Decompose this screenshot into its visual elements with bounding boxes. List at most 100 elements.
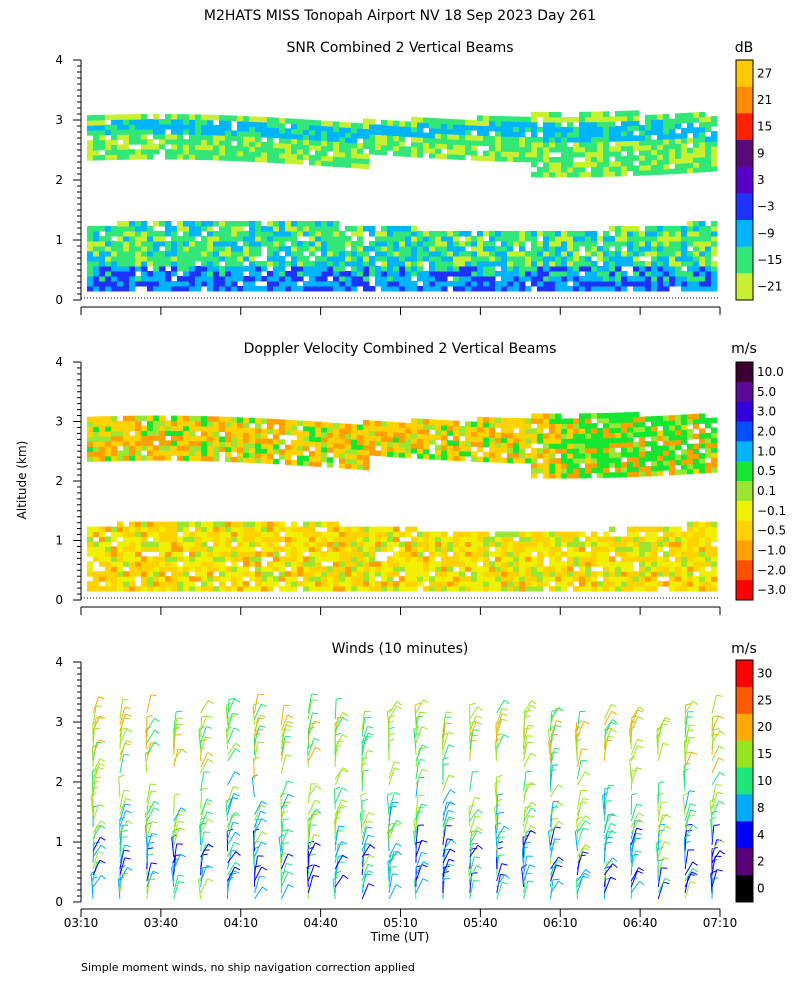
heatmap-cell	[225, 566, 232, 572]
heatmap-cell	[105, 445, 112, 452]
heatmap-cell	[285, 133, 292, 139]
heatmap-cell	[567, 428, 574, 434]
heatmap-cell	[567, 126, 574, 133]
heatmap-cell	[537, 231, 544, 237]
heatmap-cell	[711, 437, 718, 443]
heatmap-cell	[333, 136, 340, 142]
heatmap-cell	[633, 526, 640, 533]
colorbar-swatch	[736, 540, 753, 561]
heatmap-cell	[171, 286, 178, 292]
heatmap-cell	[273, 127, 280, 134]
heatmap-cell	[549, 146, 556, 153]
heatmap-cell	[99, 124, 106, 131]
heatmap-cell	[639, 451, 646, 457]
heatmap-cell	[513, 126, 520, 133]
heatmap-cell	[633, 446, 640, 453]
heatmap-cell	[321, 451, 328, 458]
heatmap-cell	[561, 463, 568, 469]
wind-barb	[252, 831, 255, 852]
heatmap-cell	[189, 251, 196, 257]
heatmap-cell	[237, 526, 244, 533]
heatmap-cell	[585, 556, 592, 562]
wind-barb-flag	[174, 793, 181, 796]
heatmap-cell	[609, 256, 616, 262]
heatmap-cell	[171, 251, 178, 257]
heatmap-cell	[567, 241, 574, 247]
heatmap-cell	[189, 445, 196, 452]
heatmap-cell	[483, 441, 490, 448]
heatmap-cell	[207, 416, 214, 422]
heatmap-cell	[357, 158, 364, 164]
heatmap-cell	[255, 246, 262, 252]
heatmap-cell	[213, 561, 220, 567]
heatmap-cell	[171, 149, 178, 155]
heatmap-cell	[447, 281, 454, 287]
heatmap-cell	[651, 435, 658, 442]
heatmap-cell	[651, 556, 658, 562]
heatmap-cell	[585, 281, 592, 287]
heatmap-cell	[321, 271, 328, 277]
heatmap-cell	[549, 286, 556, 292]
heatmap-cell	[657, 465, 664, 471]
heatmap-cell	[345, 448, 352, 455]
heatmap-cell	[567, 423, 574, 429]
heatmap-cell	[189, 521, 196, 528]
heatmap-cell	[477, 441, 484, 448]
heatmap-cell	[393, 271, 400, 277]
heatmap-cell	[123, 435, 130, 442]
heatmap-cell	[165, 581, 172, 587]
heatmap-cell	[591, 442, 598, 449]
heatmap-cell	[453, 556, 460, 562]
heatmap-cell	[201, 445, 208, 452]
heatmap-cell	[363, 286, 370, 292]
wind-barb-flag	[147, 847, 154, 850]
heatmap-cell	[321, 456, 328, 463]
heatmap-cell	[609, 457, 616, 463]
heatmap-cell	[375, 581, 382, 587]
heatmap-cell	[447, 256, 454, 262]
heatmap-cell	[627, 586, 634, 592]
heatmap-cell	[591, 433, 598, 439]
heatmap-cell	[111, 241, 118, 247]
heatmap-cell	[183, 266, 190, 272]
heatmap-cell	[351, 586, 358, 592]
heatmap-cell	[627, 461, 634, 468]
heatmap-cell	[435, 454, 442, 460]
heatmap-cell	[459, 261, 466, 267]
heatmap-cell	[249, 536, 256, 542]
heatmap-cell	[501, 576, 508, 582]
heatmap-cell	[351, 526, 358, 533]
heatmap-cell	[363, 439, 370, 446]
heatmap-cell	[99, 246, 106, 252]
heatmap-cell	[651, 470, 658, 477]
heatmap-cell	[711, 581, 718, 587]
heatmap-cell	[309, 586, 316, 592]
heatmap-cell	[255, 556, 262, 562]
heatmap-cell	[303, 266, 310, 272]
heatmap-cell	[165, 246, 172, 252]
heatmap-cell	[87, 441, 94, 447]
heatmap-cell	[243, 146, 250, 152]
heatmap-cell	[363, 444, 370, 451]
heatmap-cell	[585, 261, 592, 267]
heatmap-cell	[483, 140, 490, 147]
heatmap-cell	[219, 541, 226, 547]
heatmap-cell	[681, 464, 688, 470]
heatmap-cell	[153, 134, 160, 140]
heatmap-cell	[693, 231, 700, 237]
heatmap-cell	[87, 281, 94, 287]
heatmap-cell	[267, 571, 274, 577]
heatmap-cell	[213, 586, 220, 592]
heatmap-cell	[597, 437, 604, 444]
heatmap-cell	[171, 261, 178, 267]
wind-barb	[92, 804, 100, 822]
heatmap-cell	[213, 124, 220, 131]
heatmap-cell	[519, 131, 526, 138]
heatmap-cell	[117, 261, 124, 267]
heatmap-cell	[243, 571, 250, 577]
heatmap-cell	[105, 236, 112, 242]
heatmap-cell	[615, 576, 622, 582]
heatmap-cell	[201, 581, 208, 587]
heatmap-cell	[675, 246, 682, 252]
heatmap-cell	[687, 167, 694, 174]
